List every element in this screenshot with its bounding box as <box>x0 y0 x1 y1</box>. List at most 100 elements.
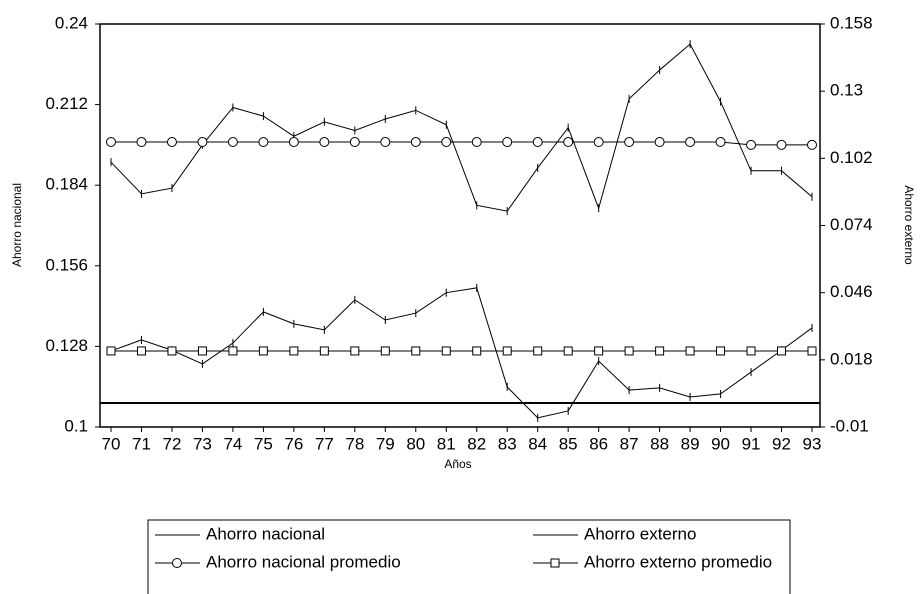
data-point <box>533 346 543 356</box>
data-point <box>258 137 269 148</box>
x-axis-label: Años <box>444 457 471 471</box>
legend-label: Ahorro nacional promedio <box>206 552 401 571</box>
y-tick-label: 0.24 <box>55 13 88 32</box>
data-point <box>716 346 726 356</box>
series-line <box>110 43 813 212</box>
data-point <box>502 346 512 356</box>
data-point <box>777 346 787 356</box>
y2-tick-label: -0.01 <box>830 416 869 435</box>
legend-marker <box>550 558 560 568</box>
data-point <box>654 137 665 148</box>
data-point <box>471 137 482 148</box>
data-point <box>197 137 208 148</box>
data-point <box>624 346 634 356</box>
data-point <box>410 137 421 148</box>
data-point <box>746 346 756 356</box>
y-tick-label: 0.156 <box>45 255 88 274</box>
data-point <box>166 137 177 148</box>
y-tick-label: 0.128 <box>45 336 88 355</box>
data-point <box>685 137 696 148</box>
data-point <box>563 137 574 148</box>
y2-tick-label: 0.13 <box>830 81 863 100</box>
x-tick-label: 74 <box>223 434 242 453</box>
data-point <box>593 137 604 148</box>
y2-tick-label: 0.018 <box>830 349 873 368</box>
data-point <box>319 137 330 148</box>
x-tick-label: 72 <box>162 434 181 453</box>
x-tick-label: 77 <box>315 434 334 453</box>
data-point <box>349 137 360 148</box>
legend-label: Ahorro externo <box>584 524 696 543</box>
data-point <box>776 139 787 150</box>
legend-label: Ahorro nacional <box>206 524 325 543</box>
y2-tick-label: 0.074 <box>830 215 873 234</box>
x-tick-label: 80 <box>406 434 425 453</box>
data-point <box>563 346 573 356</box>
x-tick-label: 85 <box>559 434 578 453</box>
y2-tick-label: 0.102 <box>830 148 873 167</box>
data-point <box>167 346 177 356</box>
x-tick-label: 81 <box>437 434 456 453</box>
data-point <box>472 346 482 356</box>
data-point <box>350 346 360 356</box>
data-point <box>380 346 390 356</box>
x-tick-label: 87 <box>620 434 639 453</box>
data-point <box>441 346 451 356</box>
x-tick-label: 84 <box>528 434 547 453</box>
data-point <box>502 137 513 148</box>
data-point <box>319 346 329 356</box>
x-tick-label: 89 <box>681 434 700 453</box>
x-tick-label: 73 <box>193 434 212 453</box>
x-tick-label: 78 <box>345 434 364 453</box>
x-tick-label: 88 <box>650 434 669 453</box>
y-tick-label: 0.212 <box>45 94 88 113</box>
y2-tick-label: 0.046 <box>830 282 873 301</box>
y-axis-label: Ahorro nacional <box>10 183 24 267</box>
x-tick-label: 79 <box>376 434 395 453</box>
x-tick-label: 82 <box>467 434 486 453</box>
x-tick-label: 92 <box>772 434 791 453</box>
data-point <box>106 137 116 148</box>
legend-label: Ahorro externo promedio <box>584 552 772 571</box>
data-point <box>289 346 299 356</box>
legend-marker <box>172 558 182 568</box>
data-point <box>807 139 817 150</box>
data-point <box>258 346 268 356</box>
data-point <box>807 346 817 356</box>
x-tick-label: 90 <box>711 434 730 453</box>
data-point <box>227 137 238 148</box>
data-point <box>655 346 665 356</box>
plot-frame <box>99 23 821 428</box>
y-tick-label: 0.1 <box>64 416 88 435</box>
data-point <box>594 346 604 356</box>
x-tick-label: 71 <box>132 434 151 453</box>
data-point <box>441 137 452 148</box>
x-tick-label: 91 <box>742 434 761 453</box>
data-point <box>746 139 757 150</box>
data-point <box>197 346 207 356</box>
data-point <box>136 346 146 356</box>
legend-box <box>147 519 791 594</box>
data-point <box>380 137 391 148</box>
x-tick-label: 86 <box>589 434 608 453</box>
x-tick-label: 76 <box>284 434 303 453</box>
x-tick-label: 75 <box>254 434 273 453</box>
x-tick-label: 83 <box>498 434 517 453</box>
data-point <box>228 346 238 356</box>
data-point <box>288 137 299 148</box>
y2-tick-label: 0.158 <box>830 13 873 32</box>
y2-axis-label: Ahorro externo <box>902 185 916 265</box>
data-point <box>624 137 635 148</box>
x-tick-label: 70 <box>102 434 121 453</box>
data-point <box>715 137 726 148</box>
data-point <box>106 346 116 356</box>
data-point <box>532 137 543 148</box>
data-point <box>685 346 695 356</box>
data-point <box>411 346 421 356</box>
y-tick-label: 0.184 <box>45 175 88 194</box>
series-line <box>111 141 812 146</box>
data-point <box>136 137 147 148</box>
series-line <box>110 287 813 419</box>
x-tick-label: 93 <box>803 434 822 453</box>
